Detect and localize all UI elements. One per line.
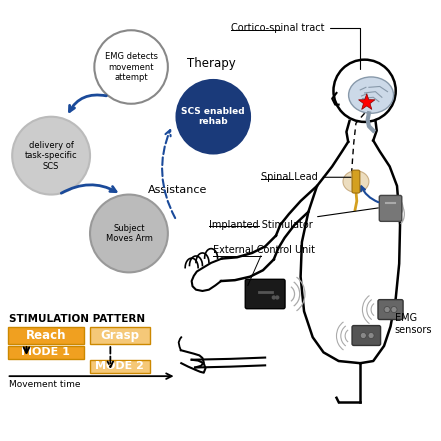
Circle shape (368, 333, 374, 339)
Circle shape (176, 80, 250, 153)
Circle shape (391, 306, 397, 313)
FancyBboxPatch shape (245, 279, 285, 309)
FancyBboxPatch shape (352, 325, 381, 345)
Circle shape (272, 295, 276, 299)
FancyArrowPatch shape (361, 187, 378, 202)
FancyBboxPatch shape (352, 170, 360, 193)
Text: External Control Unit: External Control Unit (213, 245, 315, 255)
Circle shape (12, 117, 90, 194)
Circle shape (275, 295, 280, 299)
Text: Subject
Moves Arm: Subject Moves Arm (105, 224, 153, 243)
Text: EMG
sensors: EMG sensors (395, 314, 432, 335)
Text: Movement time: Movement time (9, 380, 81, 389)
Text: MODE 2: MODE 2 (95, 361, 144, 371)
Text: Grasp: Grasp (101, 329, 139, 342)
Text: Reach: Reach (26, 329, 66, 342)
Text: Spinal Lead: Spinal Lead (261, 172, 351, 182)
FancyBboxPatch shape (8, 346, 83, 359)
Text: Cortico-spinal tract: Cortico-spinal tract (231, 23, 360, 68)
Text: MODE 1: MODE 1 (22, 348, 71, 357)
FancyBboxPatch shape (90, 360, 149, 373)
Text: Assistance: Assistance (149, 185, 208, 195)
Ellipse shape (343, 171, 369, 192)
Text: SCS enabled
rehab: SCS enabled rehab (181, 107, 245, 127)
Circle shape (384, 306, 390, 313)
FancyBboxPatch shape (378, 299, 403, 320)
Circle shape (94, 30, 168, 104)
Polygon shape (359, 94, 375, 109)
Text: EMG detects
movement
attempt: EMG detects movement attempt (105, 52, 157, 82)
FancyBboxPatch shape (90, 327, 149, 344)
Circle shape (360, 333, 366, 339)
Text: delivery of
task-specific
SCS: delivery of task-specific SCS (25, 141, 78, 171)
Text: Therapy: Therapy (187, 57, 235, 71)
Ellipse shape (348, 77, 393, 113)
FancyBboxPatch shape (379, 195, 402, 221)
Text: STIMULATION PATTERN: STIMULATION PATTERN (9, 314, 145, 324)
Circle shape (90, 194, 168, 273)
FancyBboxPatch shape (8, 327, 83, 344)
Text: Implanted Stimulator: Implanted Stimulator (209, 208, 378, 230)
Circle shape (333, 60, 396, 122)
